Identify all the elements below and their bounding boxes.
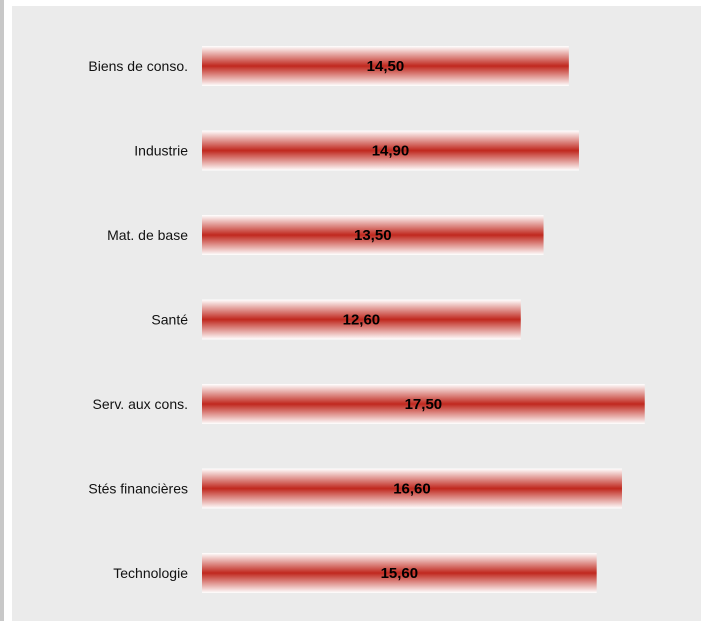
bar-3 (202, 299, 521, 340)
bars-layer: Biens de conso. 14,50 Industrie 14,90 Mat. d… (88, 46, 645, 593)
category-label-1: Industrie (134, 143, 188, 159)
left-border (0, 0, 4, 621)
value-label-0: 14,50 (367, 58, 405, 75)
category-label-6: Technologie (113, 565, 188, 581)
bar-0 (202, 46, 569, 86)
bar-1 (202, 130, 579, 171)
bar-2 (202, 215, 544, 255)
value-label-6: 15,60 (381, 565, 419, 582)
value-label-5: 16,60 (393, 481, 431, 498)
bar-5 (202, 468, 622, 509)
category-label-0: Biens de conso. (88, 58, 188, 74)
category-label-3: Santé (151, 312, 188, 328)
value-label-1: 14,90 (372, 143, 410, 160)
value-label-2: 13,50 (354, 227, 392, 244)
value-label-3: 12,60 (343, 312, 381, 329)
value-label-4: 17,50 (405, 396, 443, 413)
category-label-2: Mat. de base (107, 227, 188, 243)
category-label-5: Stés financières (88, 481, 188, 497)
bar-4 (202, 384, 645, 424)
bar-6 (202, 553, 597, 593)
category-label-4: Serv. aux cons. (93, 396, 188, 412)
